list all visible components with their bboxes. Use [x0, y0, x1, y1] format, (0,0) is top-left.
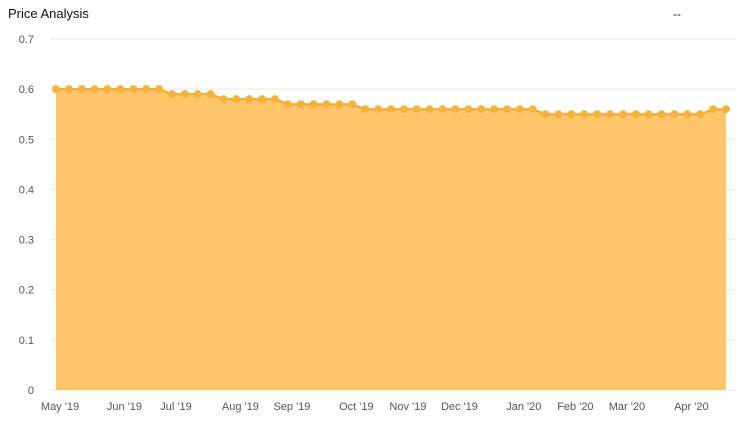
- data-point[interactable]: [361, 105, 370, 114]
- x-tick-label: Nov '19: [389, 401, 426, 413]
- data-point[interactable]: [464, 105, 473, 114]
- data-point[interactable]: [348, 100, 357, 109]
- x-tick-label: Oct '19: [339, 401, 374, 413]
- data-point[interactable]: [335, 100, 344, 109]
- data-point[interactable]: [502, 105, 511, 114]
- data-point[interactable]: [696, 110, 705, 119]
- x-tick-label: Jun '19: [107, 401, 142, 413]
- x-tick-label: Jan '20: [506, 401, 541, 413]
- data-point[interactable]: [90, 85, 99, 94]
- data-point[interactable]: [554, 110, 563, 119]
- data-point[interactable]: [644, 110, 653, 119]
- data-point[interactable]: [271, 95, 280, 104]
- data-point[interactable]: [425, 105, 434, 114]
- data-point[interactable]: [438, 105, 447, 114]
- data-point[interactable]: [709, 105, 718, 114]
- data-point[interactable]: [193, 90, 202, 99]
- data-point[interactable]: [541, 110, 550, 119]
- data-point[interactable]: [722, 105, 730, 114]
- data-point[interactable]: [670, 110, 679, 119]
- x-tick-label: Aug '19: [222, 401, 259, 413]
- data-point[interactable]: [567, 110, 576, 119]
- y-tick-label: 0: [28, 385, 34, 397]
- data-point[interactable]: [219, 95, 228, 104]
- data-point[interactable]: [167, 90, 176, 99]
- x-tick-label: Apr '20: [674, 401, 709, 413]
- x-axis: May '19 Jun '19 Jul '19 Aug '19 Sep '19 Oct '…: [41, 401, 709, 413]
- chart-title: Price Analysis: [8, 6, 89, 21]
- y-tick-label: 0.1: [19, 335, 34, 347]
- data-point[interactable]: [142, 85, 151, 94]
- data-point[interactable]: [283, 100, 292, 109]
- data-point[interactable]: [593, 110, 602, 119]
- series-area: [56, 89, 726, 390]
- y-axis: 0 0.1 0.2 0.3 0.4 0.5 0.6 0.7: [19, 34, 34, 397]
- x-tick-label: Dec '19: [441, 401, 478, 413]
- y-tick-label: 0.7: [19, 34, 34, 46]
- data-point[interactable]: [387, 105, 395, 114]
- x-tick-label: May '19: [41, 401, 79, 413]
- data-point[interactable]: [180, 90, 189, 99]
- data-point[interactable]: [631, 110, 640, 119]
- data-point[interactable]: [116, 85, 125, 94]
- data-point[interactable]: [322, 100, 331, 109]
- data-point[interactable]: [412, 105, 421, 114]
- data-point[interactable]: [309, 100, 318, 109]
- data-point[interactable]: [515, 105, 524, 114]
- data-point[interactable]: [580, 110, 589, 119]
- data-point[interactable]: [683, 110, 692, 119]
- x-tick-label: Sep '19: [273, 401, 310, 413]
- y-tick-label: 0.5: [19, 134, 34, 146]
- data-point[interactable]: [490, 105, 499, 114]
- data-point[interactable]: [296, 100, 305, 109]
- point-layer: [52, 85, 730, 119]
- data-point[interactable]: [232, 95, 241, 104]
- y-tick-label: 0.4: [19, 184, 34, 196]
- data-point[interactable]: [528, 105, 537, 114]
- data-point[interactable]: [129, 85, 138, 94]
- y-tick-label: 0.3: [19, 235, 34, 247]
- data-point[interactable]: [657, 110, 666, 119]
- data-point[interactable]: [477, 105, 486, 114]
- data-point[interactable]: [618, 110, 627, 119]
- y-tick-label: 0.2: [19, 285, 34, 297]
- data-point[interactable]: [155, 85, 164, 94]
- data-point[interactable]: [77, 85, 86, 94]
- data-point[interactable]: [374, 105, 383, 114]
- x-tick-label: Mar '20: [609, 401, 645, 413]
- value-readout: --: [673, 7, 681, 21]
- data-point[interactable]: [206, 90, 215, 99]
- data-point[interactable]: [399, 105, 408, 114]
- data-point[interactable]: [606, 110, 615, 119]
- data-point[interactable]: [64, 85, 73, 94]
- x-tick-label: Feb '20: [557, 401, 593, 413]
- data-point[interactable]: [451, 105, 460, 114]
- area-layer: [56, 88, 726, 390]
- data-point[interactable]: [52, 85, 60, 94]
- data-point[interactable]: [258, 95, 267, 104]
- data-point[interactable]: [245, 95, 254, 104]
- y-tick-label: 0.6: [19, 84, 34, 96]
- x-tick-label: Jul '19: [160, 401, 191, 413]
- data-point[interactable]: [103, 85, 112, 94]
